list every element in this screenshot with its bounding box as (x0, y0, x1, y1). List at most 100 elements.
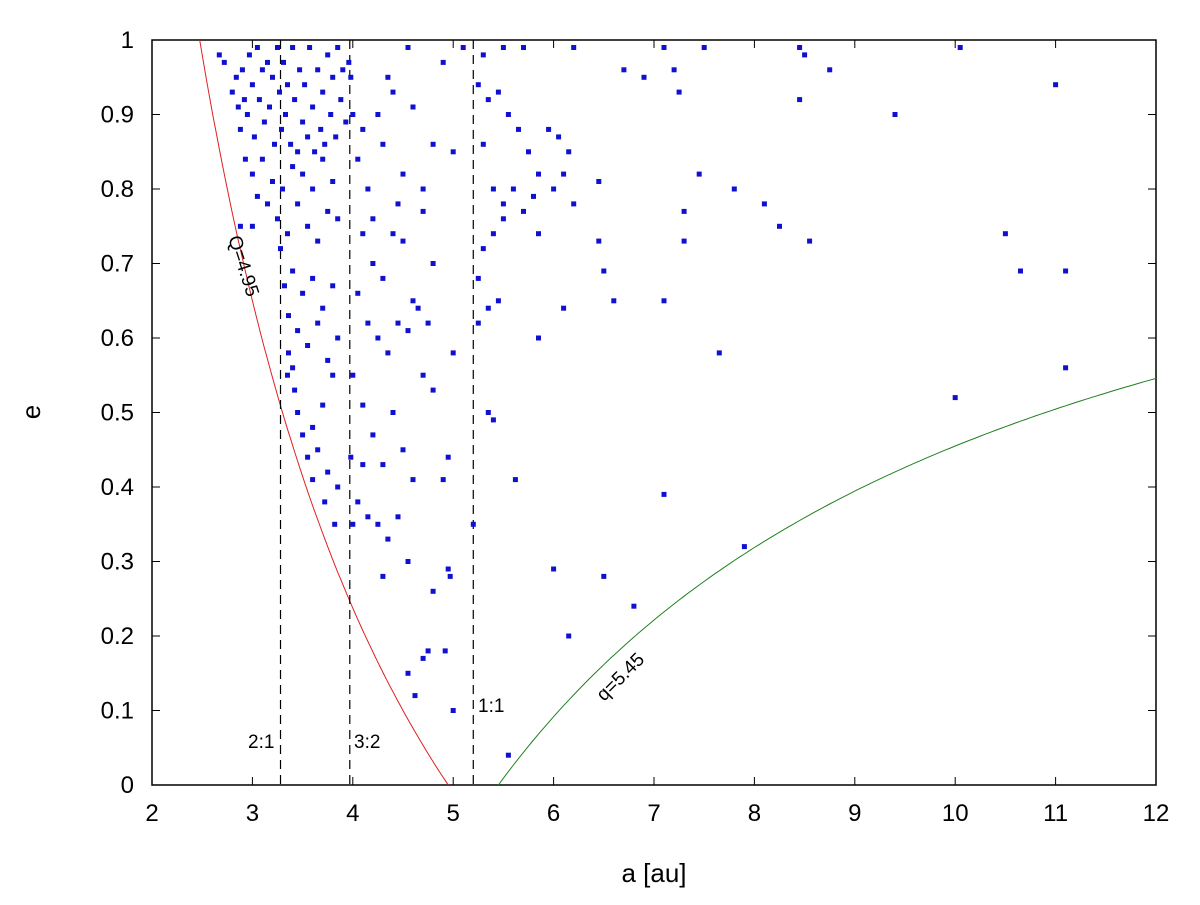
data-point (430, 387, 436, 393)
data-point (315, 238, 321, 244)
data-point (536, 231, 541, 237)
data-point (290, 45, 296, 50)
data-point (716, 350, 722, 356)
y-tick-label: 0.3 (101, 549, 134, 576)
data-point (265, 59, 270, 65)
data-point (322, 499, 328, 505)
data-point (290, 365, 296, 371)
data-point (305, 134, 311, 140)
data-point (305, 223, 311, 229)
data-point (400, 238, 406, 244)
data-point (445, 566, 451, 572)
data-point (365, 514, 371, 520)
data-point (425, 648, 431, 654)
x-tick-label: 9 (848, 800, 861, 827)
x-tick-label: 10 (942, 800, 969, 827)
data-point (335, 216, 341, 222)
data-point (631, 603, 637, 609)
data-point (283, 112, 288, 117)
data-point (332, 521, 338, 527)
perihelion-curve (497, 377, 1157, 786)
data-point (957, 45, 963, 50)
data-point (290, 164, 296, 170)
data-point (1002, 231, 1008, 237)
data-point (380, 275, 386, 281)
x-tick-label: 6 (547, 800, 560, 827)
data-point (561, 171, 567, 177)
data-point (348, 74, 354, 80)
data-point (385, 74, 391, 80)
data-point (495, 298, 501, 304)
data-point (526, 149, 531, 155)
data-point (315, 67, 321, 73)
data-point (385, 350, 391, 356)
data-point (807, 238, 813, 244)
data-point (295, 201, 301, 207)
data-point (355, 156, 361, 162)
data-point (741, 544, 747, 550)
data-point (892, 112, 898, 117)
data-point (360, 402, 366, 408)
data-point (300, 119, 306, 125)
data-point (561, 305, 567, 311)
data-point (681, 238, 687, 244)
curve-label-aphelion: Q=4.95 (223, 233, 262, 299)
data-point (300, 171, 306, 177)
data-point (270, 179, 275, 184)
data-point (1053, 82, 1059, 88)
data-point (596, 179, 602, 184)
data-point (320, 402, 326, 408)
data-point (475, 82, 481, 88)
data-point (286, 313, 291, 319)
data-point (251, 134, 257, 140)
data-point (340, 67, 346, 73)
resonance-label: 1:1 (478, 696, 504, 717)
data-point (442, 648, 448, 654)
data-point (1063, 365, 1069, 371)
data-point (249, 223, 255, 229)
data-point (390, 410, 396, 415)
data-point (235, 104, 241, 110)
data-point (335, 484, 341, 490)
data-point (405, 45, 411, 50)
data-point (216, 52, 222, 58)
data-point (410, 298, 416, 304)
data-point (480, 52, 486, 58)
data-point (495, 89, 501, 95)
data-point (375, 335, 381, 341)
data-point (265, 201, 270, 207)
curve-label-perihelion: q=5.45 (593, 649, 649, 705)
data-point (551, 566, 557, 572)
x-tick-label: 12 (1143, 800, 1170, 827)
data-point (320, 156, 326, 162)
data-point (233, 74, 239, 80)
x-tick-label: 8 (748, 800, 761, 827)
data-point (333, 134, 339, 140)
data-point (325, 52, 331, 58)
data-point (315, 447, 321, 453)
data-point (239, 67, 245, 73)
data-point (536, 335, 541, 341)
data-point (221, 59, 227, 65)
data-point (596, 238, 602, 244)
data-point (242, 156, 248, 162)
data-point (601, 268, 607, 274)
data-point (390, 231, 396, 237)
data-point (280, 186, 285, 192)
data-point (566, 149, 572, 155)
data-point (249, 82, 255, 88)
data-point (500, 216, 506, 222)
data-point (551, 186, 557, 192)
data-point (355, 499, 361, 505)
data-point (277, 89, 282, 95)
data-point (420, 655, 426, 661)
data-point (661, 45, 667, 50)
data-point (281, 59, 286, 65)
data-point (370, 216, 376, 222)
data-point (305, 343, 311, 348)
data-point (322, 141, 328, 147)
data-point (410, 104, 416, 110)
data-point (410, 477, 416, 483)
data-point (272, 141, 277, 147)
data-point (430, 261, 436, 266)
